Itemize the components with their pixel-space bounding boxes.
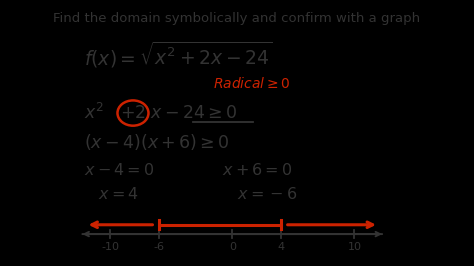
Text: $+2$: $+2$ [120,105,146,122]
Text: -6: -6 [154,242,164,252]
Text: $x=4$: $x=4$ [98,186,139,203]
Text: $x - 24 \geq 0$: $x - 24 \geq 0$ [150,105,237,122]
Text: $f(x) = \sqrt{x^2+2x-24}$: $f(x) = \sqrt{x^2+2x-24}$ [84,39,273,70]
Text: 10: 10 [347,242,361,252]
Text: $(x-4)(x+6) \geq 0$: $(x-4)(x+6) \geq 0$ [84,132,229,152]
Text: $x=-6$: $x=-6$ [237,186,297,203]
Text: 0: 0 [229,242,236,252]
Text: Find the domain symbolically and confirm with a graph: Find the domain symbolically and confirm… [54,12,420,25]
Text: $x^2$: $x^2$ [84,103,104,123]
Text: $x-4=0$: $x-4=0$ [84,162,154,179]
Text: $x+6=0$: $x+6=0$ [222,162,293,179]
Text: 4: 4 [278,242,285,252]
Text: $Radical \geq 0$: $Radical \geq 0$ [213,76,291,91]
Text: -10: -10 [101,242,119,252]
